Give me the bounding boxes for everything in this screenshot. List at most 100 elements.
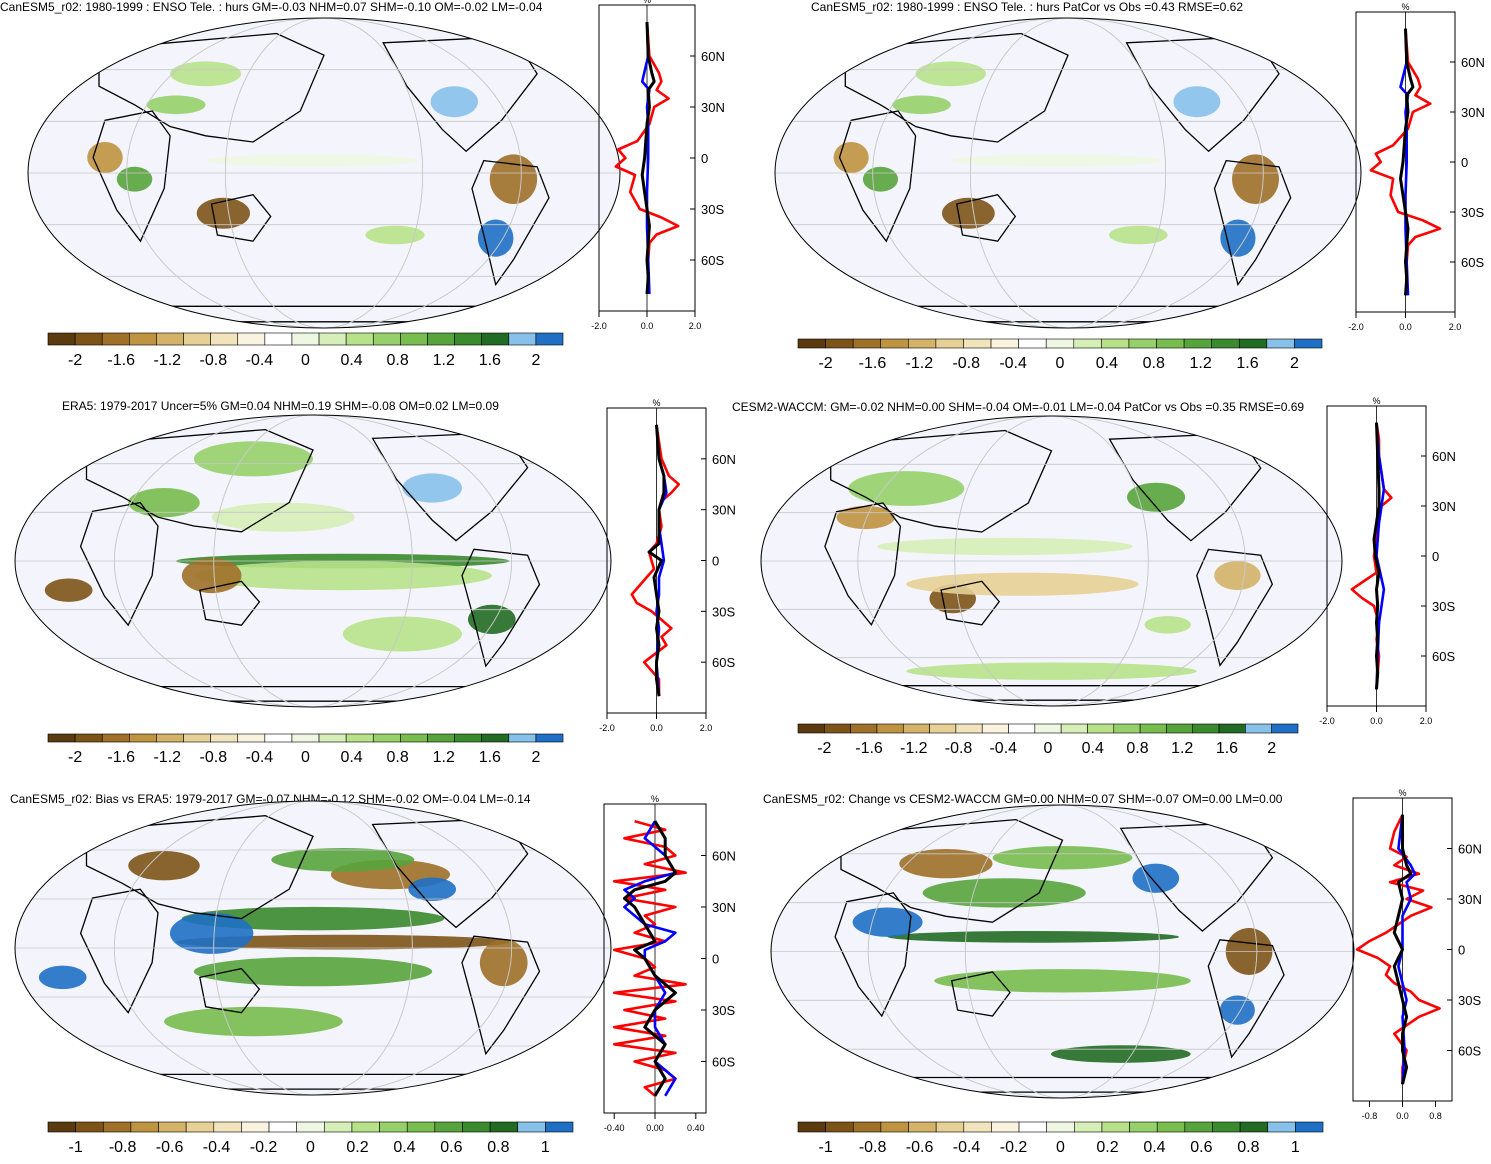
- zonal-x-tick-label: 2.0: [700, 723, 713, 733]
- colorbar-swatch: [955, 723, 983, 734]
- colorbar-swatch: [129, 332, 157, 346]
- colorbar-swatch: [1183, 338, 1212, 349]
- zonal-lat-tick-label: 60N: [701, 49, 725, 64]
- global-map: -2 -1.6 -1.2 -0.8 -0.4 0 0.4 0.8 1.2 1.6 2% -2.0 0.0…: [760, 396, 1456, 757]
- colorbar-swatch: [1192, 723, 1220, 734]
- colorbar-swatch: [75, 1121, 104, 1133]
- gridline: [113, 415, 513, 707]
- zonal-x-tick-label: 2.0: [689, 321, 702, 331]
- colorbar-swatch: [101, 733, 130, 743]
- colorbar-swatch: [158, 1121, 187, 1133]
- gridline: [126, 18, 522, 328]
- zonal-series-black: [1399, 28, 1415, 296]
- colorbar-tick-label: 1.2: [1171, 740, 1193, 757]
- colorbar-tick-label: -2: [818, 355, 832, 372]
- colorbar-swatch: [74, 332, 103, 346]
- zonal-lat-tick-label: 30N: [1461, 105, 1485, 120]
- colorbar-tick-label: -0.8: [952, 355, 980, 372]
- colorbar-swatch: [990, 338, 1019, 349]
- zonal-lat-tick-label: 30S: [1432, 599, 1455, 614]
- zonal-series-black: [1372, 422, 1381, 690]
- coastline: [838, 110, 917, 243]
- colorbar-tick-label: 0: [1056, 1139, 1065, 1156]
- zonal-lat-tick-label: 30S: [712, 604, 735, 619]
- colorbar-tick-label: -1: [69, 1139, 83, 1156]
- zonal-x-tick-label: -0.8: [1362, 1111, 1378, 1121]
- colorbar-swatch: [1218, 723, 1246, 734]
- colorbar-tick-label: -0.4: [999, 355, 1027, 372]
- zonal-lat-tick-label: 60N: [1432, 449, 1456, 464]
- colorbar-swatch: [185, 1121, 215, 1133]
- colorbar-swatch: [406, 1121, 436, 1133]
- colorbar-swatch: [129, 733, 157, 743]
- zonal-series-blue: [623, 820, 677, 1097]
- gridline: [857, 416, 1246, 706]
- panel-title: CanESM5_r02: Change vs CESM2-WACCM GM=0.…: [763, 792, 1283, 806]
- colorbar-tick-label: 0.6: [1190, 1139, 1212, 1156]
- anomaly-patch: [950, 154, 1162, 167]
- colorbar-swatch: [797, 723, 825, 734]
- colorbar-swatch: [1034, 723, 1062, 734]
- colorbar-swatch: [454, 332, 482, 346]
- colorbar-tick-label: -1.2: [906, 355, 934, 372]
- zonal-series-group: [612, 819, 687, 1097]
- anomaly-patch: [934, 969, 1191, 993]
- colorbar-swatch: [101, 332, 130, 346]
- anomaly-patch: [479, 939, 528, 987]
- anomaly-patch: [477, 219, 514, 257]
- colorbar-tick-label: -0.6: [906, 1139, 934, 1156]
- colorbar-tick-label: -0.4: [246, 352, 274, 369]
- anomaly-patch: [992, 846, 1133, 870]
- colorbar-swatch: [324, 1121, 353, 1133]
- colorbar-swatch: [434, 1121, 463, 1133]
- colorbar-swatch: [1128, 338, 1157, 349]
- colorbar-swatch: [876, 723, 904, 734]
- zonal-series-black: [640, 21, 656, 295]
- zonal-lat-tick-label: 30S: [712, 1003, 735, 1018]
- anomaly-patch: [408, 877, 457, 901]
- colorbar-tick-label: 0.6: [440, 1139, 462, 1156]
- panel-title: CanESM5_r02: 1980-1999 : ENSO Tele. : hu…: [0, 0, 543, 14]
- colorbar-swatch: [1074, 1121, 1103, 1133]
- colorbar-tick-label: 1.6: [1216, 740, 1238, 757]
- map-border: [14, 414, 612, 708]
- zonal-series-red: [1350, 422, 1393, 690]
- coastline: [98, 32, 325, 143]
- gridline: [954, 416, 1149, 706]
- anomaly-patch: [38, 965, 87, 990]
- colorbar-swatch: [462, 1121, 491, 1133]
- colorbar-swatch: [1212, 1121, 1241, 1133]
- colorbar-swatch: [268, 1121, 297, 1133]
- colorbar-swatch: [372, 332, 401, 346]
- anomaly-patch: [211, 502, 355, 532]
- colorbar-tick-label: 2: [1290, 355, 1299, 372]
- colorbar-tick-label: 0: [1056, 355, 1065, 372]
- colorbar-swatch: [241, 1121, 270, 1133]
- colorbar-tick-label: -1.6: [107, 749, 135, 766]
- colorbar-swatch: [345, 733, 374, 743]
- colorbar-swatch: [963, 1121, 992, 1133]
- anomaly-patch: [164, 1006, 343, 1037]
- zonal-series-black: [647, 424, 666, 697]
- colorbar-tick-label: -1.2: [900, 740, 928, 757]
- colorbar-tick-label: 1.2: [433, 352, 455, 369]
- map-field: [15, 801, 611, 1095]
- colorbar-tick-label: 0: [1044, 740, 1053, 757]
- colorbar-swatch: [1060, 723, 1088, 734]
- anomaly-patch: [852, 907, 923, 937]
- colorbar-swatch: [1184, 1121, 1213, 1133]
- zonal-series-group: [1350, 422, 1393, 690]
- colorbar-swatch: [213, 1121, 242, 1133]
- colorbar-tick-label: 1.6: [479, 749, 501, 766]
- colorbar-tick-label: 2: [531, 352, 540, 369]
- zonal-unit-label: %: [652, 398, 660, 408]
- anomaly-patch: [430, 86, 478, 118]
- colorbar-swatch: [1018, 338, 1047, 349]
- anomaly-patch: [271, 848, 415, 872]
- colorbar-swatch: [481, 332, 510, 346]
- colorbar-swatch: [1238, 338, 1268, 349]
- anomaly-patch: [906, 662, 1197, 680]
- colorbar-swatch: [850, 723, 878, 734]
- coastline: [461, 935, 541, 1056]
- anomaly-patch: [922, 878, 1086, 908]
